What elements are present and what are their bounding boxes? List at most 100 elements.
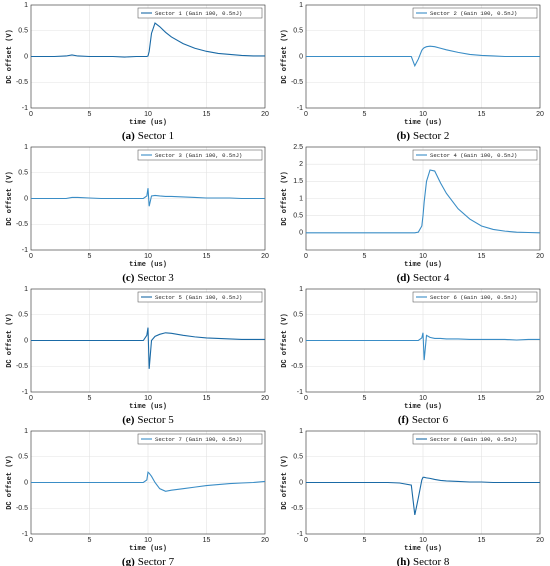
y-tick-label: 0	[24, 337, 28, 344]
x-tick-label: 15	[478, 537, 486, 544]
data-line	[306, 169, 541, 234]
x-tick-label: 0	[29, 395, 33, 402]
y-axis-label: DC offset (V)	[281, 313, 289, 368]
data-line	[31, 22, 265, 58]
y-tick-label: 1	[299, 286, 303, 293]
legend-label: Sector 4 (Gain 100, 0.5nJ)	[430, 152, 517, 159]
legend-label: Sector 8 (Gain 100, 0.5nJ)	[430, 436, 517, 443]
legend-box	[137, 433, 263, 445]
x-tick-label: 0	[29, 111, 33, 118]
caption: (e) Sector 5	[122, 414, 174, 426]
y-tick-label: -1	[22, 389, 28, 396]
y-tick-label: 0.5	[293, 454, 303, 461]
subplot: 0 5 10 15 20 -1 -0.5 0 0.5 1 time (us) DC offset (V…	[281, 2, 544, 142]
x-axis-label: time (us)	[129, 119, 167, 127]
subplot: 0 5 10 15 20 -1 -0.5 0 0.5 1 time (us) DC offset (V…	[281, 428, 544, 566]
y-tick-label: -0.5	[291, 505, 303, 512]
legend-box	[137, 7, 263, 19]
x-tick-label: 15	[478, 111, 486, 118]
x-tick-label: 5	[363, 111, 367, 118]
y-tick-label: 0	[24, 53, 28, 60]
data-line	[306, 476, 540, 516]
y-tick-label: 1	[24, 428, 28, 435]
x-tick-label: 10	[419, 111, 427, 118]
y-tick-label: -0.5	[291, 79, 303, 86]
caption-text: Sector 5	[137, 414, 174, 426]
subplot: 0 5 10 15 20 -1 -0.5 0 0.5 1 time (us) DC offset (V…	[281, 286, 544, 426]
y-tick-label: -1	[22, 531, 28, 538]
x-tick-label: 0	[304, 253, 308, 260]
subplot: 0 5 10 15 20 0 0.5 1 1.5 2 2.5 time (us) DC offset (…	[281, 144, 544, 284]
caption: (c) Sector 3	[122, 272, 174, 284]
x-tick-label: 20	[261, 395, 269, 402]
x-tick-label: 10	[144, 253, 152, 260]
axes-frame	[305, 146, 541, 251]
y-tick-label: 0	[24, 479, 28, 486]
caption-label: (h)	[397, 556, 411, 566]
x-tick-label: 5	[363, 395, 367, 402]
x-axis-label: time (us)	[404, 545, 442, 553]
y-tick-label: 2	[299, 161, 303, 168]
legend-box	[137, 291, 263, 303]
caption-label: (e)	[122, 414, 135, 426]
x-tick-label: 5	[363, 537, 367, 544]
x-axis-label: time (us)	[129, 545, 167, 553]
legend-label: Sector 7 (Gain 100, 0.5nJ)	[155, 436, 242, 443]
caption: (g) Sector 7	[122, 556, 175, 566]
x-tick-label: 20	[536, 395, 544, 402]
x-axis-label: time (us)	[129, 261, 167, 269]
subplot: 0 5 10 15 20 -1 -0.5 0 0.5 1 time (us) DC offset (V…	[6, 2, 269, 142]
y-tick-label: 1	[299, 195, 303, 202]
y-tick-label: -0.5	[16, 221, 28, 228]
x-tick-label: 15	[203, 537, 211, 544]
x-tick-label: 5	[88, 111, 92, 118]
y-axis-label: DC offset (V)	[6, 29, 14, 84]
legend-label: Sector 6 (Gain 100, 0.5nJ)	[430, 294, 517, 301]
data-line	[31, 188, 265, 207]
caption-text: Sector 1	[138, 130, 174, 142]
legend-box	[137, 149, 263, 161]
y-tick-label: 1	[299, 428, 303, 435]
x-axis-label: time (us)	[129, 403, 167, 411]
x-tick-label: 15	[203, 111, 211, 118]
caption-text: Sector 3	[137, 272, 174, 284]
legend-label: Sector 1 (Gain 100, 0.5nJ)	[155, 10, 242, 17]
x-tick-label: 10	[419, 537, 427, 544]
x-tick-label: 5	[88, 395, 92, 402]
caption: (h) Sector 8	[397, 556, 450, 566]
data-line	[306, 332, 540, 361]
caption: (a) Sector 1	[122, 130, 174, 142]
y-tick-label: -0.5	[16, 505, 28, 512]
y-axis-label: DC offset (V)	[6, 313, 14, 368]
y-tick-label: 0.5	[293, 312, 303, 319]
x-tick-label: 0	[304, 537, 308, 544]
x-tick-label: 10	[144, 395, 152, 402]
y-axis-label: DC offset (V)	[281, 171, 289, 226]
data-line	[31, 327, 265, 369]
caption: (f) Sector 6	[398, 414, 449, 426]
data-line	[31, 471, 266, 492]
y-tick-label: 0.5	[18, 312, 28, 319]
y-tick-label: 2.5	[293, 144, 303, 151]
caption-text: Sector 8	[413, 556, 450, 566]
y-axis-label: DC offset (V)	[6, 455, 14, 510]
data-line	[306, 45, 540, 68]
subplot: 0 5 10 15 20 -1 -0.5 0 0.5 1 time (us) DC offset (V…	[6, 428, 269, 566]
x-tick-label: 20	[536, 537, 544, 544]
legend-label: Sector 2 (Gain 100, 0.5nJ)	[430, 10, 517, 17]
y-tick-label: 0.5	[18, 170, 28, 177]
legend-box	[412, 7, 538, 19]
y-tick-label: -1	[297, 531, 303, 538]
subplot: 0 5 10 15 20 -1 -0.5 0 0.5 1 time (us) DC offset (V…	[6, 144, 269, 284]
caption-label: (a)	[122, 130, 135, 142]
x-tick-label: 0	[304, 111, 308, 118]
y-tick-label: 1.5	[293, 178, 303, 185]
y-tick-label: -0.5	[16, 363, 28, 370]
caption-text: Sector 7	[138, 556, 175, 566]
x-tick-label: 15	[203, 253, 211, 260]
legend-label: Sector 5 (Gain 100, 0.5nJ)	[155, 294, 242, 301]
caption-label: (f)	[398, 414, 409, 426]
x-tick-label: 5	[88, 537, 92, 544]
